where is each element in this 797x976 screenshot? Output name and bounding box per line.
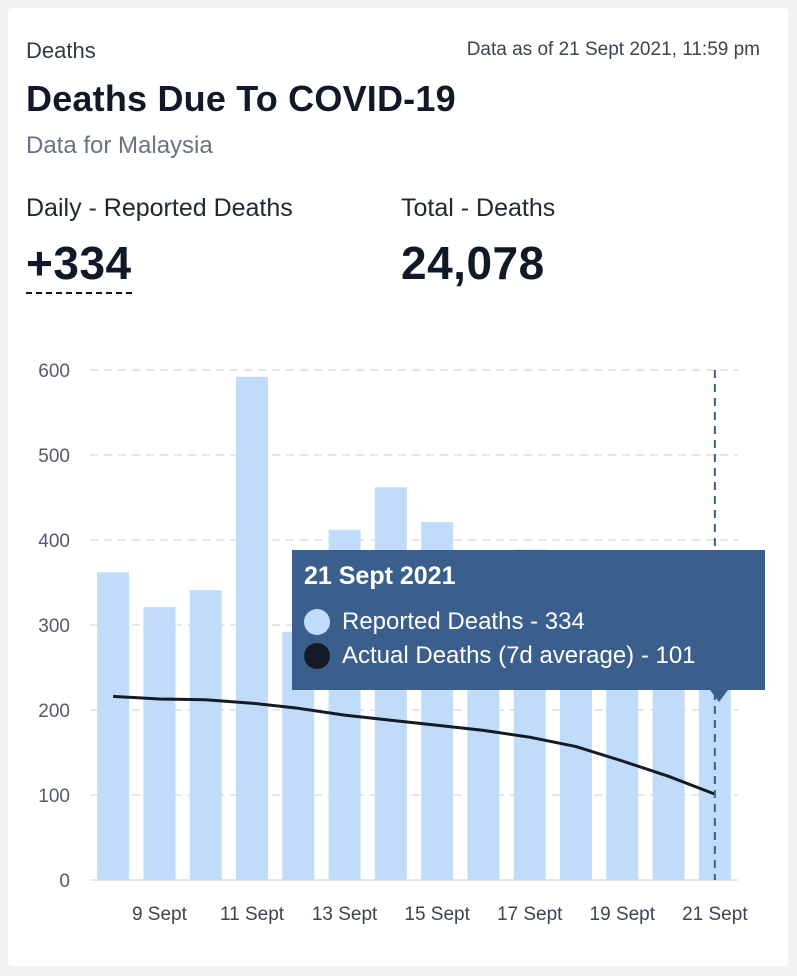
- deaths-card: Deaths Data as of 21 Sept 2021, 11:59 pm…: [8, 8, 788, 966]
- tooltip-reported-row: Reported Deaths - 334: [304, 605, 753, 639]
- tooltip-reported-text: Reported Deaths - 334: [342, 608, 585, 635]
- y-tick-label: 200: [38, 701, 70, 722]
- y-tick-label: 500: [38, 446, 70, 467]
- y-tick-label: 300: [38, 616, 70, 637]
- y-tick-label: 0: [59, 871, 70, 892]
- x-tick-label: 21 Sept: [682, 904, 748, 925]
- total-deaths-value: 24,078: [401, 237, 545, 289]
- daily-deaths-value[interactable]: +334: [26, 236, 132, 294]
- tooltip-actual-row: Actual Deaths (7d average) - 101: [304, 639, 753, 673]
- deaths-chart[interactable]: 0 100 200 300 400 500 600 9 Sept 11 Sept 13 Sept 1…: [8, 8, 788, 966]
- total-deaths-label: Total - Deaths: [401, 194, 556, 222]
- x-tick-label: 13 Sept: [312, 904, 378, 925]
- actual-deaths-legend-dot: [304, 643, 330, 669]
- bar[interactable]: [143, 607, 176, 880]
- y-tick-label: 400: [38, 531, 70, 552]
- x-tick-label: 9 Sept: [132, 904, 188, 925]
- tooltip-actual-text: Actual Deaths (7d average) - 101: [342, 642, 696, 669]
- actual-deaths-line: [113, 694, 716, 796]
- card-subtitle: Data for Malaysia: [26, 132, 213, 159]
- card-category: Deaths: [26, 38, 96, 63]
- chart-tooltip: 21 Sept 2021 Reported Deaths - 334 Actua…: [292, 550, 765, 702]
- y-tick-label: 600: [38, 361, 70, 382]
- x-tick-label: 15 Sept: [404, 904, 470, 925]
- bar[interactable]: [97, 572, 130, 880]
- daily-deaths-label: Daily - Reported Deaths: [26, 194, 293, 222]
- x-tick-label: 19 Sept: [590, 904, 656, 925]
- card-title: Deaths Due To COVID-19: [26, 78, 456, 119]
- x-tick-label: 17 Sept: [497, 904, 563, 925]
- reported-deaths-legend-dot: [304, 609, 330, 635]
- tooltip-date: 21 Sept 2021: [304, 562, 456, 590]
- bar[interactable]: [236, 376, 268, 880]
- bar[interactable]: [189, 590, 222, 880]
- y-tick-label: 100: [38, 786, 70, 807]
- x-tick-label: 11 Sept: [220, 904, 285, 925]
- data-timestamp: Data as of 21 Sept 2021, 11:59 pm: [466, 39, 760, 60]
